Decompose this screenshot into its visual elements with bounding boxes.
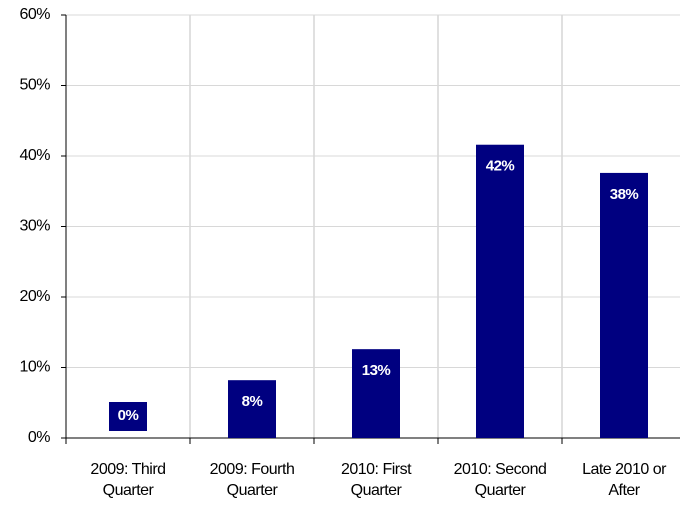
y-tick-label: 60% <box>19 6 50 23</box>
x-tick-label: Quarter <box>475 482 527 499</box>
bar <box>228 380 276 438</box>
value-label: 0% <box>118 407 139 424</box>
value-label-box <box>109 402 147 431</box>
bar <box>600 172 648 439</box>
y-tick-label: 10% <box>19 359 50 376</box>
bar <box>352 349 400 438</box>
value-label: 8% <box>242 393 263 410</box>
y-tick-label: 50% <box>19 77 50 94</box>
x-tick-label: Quarter <box>351 482 403 499</box>
y-tick-label: 20% <box>19 288 50 305</box>
x-tick-label: After <box>608 482 640 499</box>
y-tick-label: 0% <box>28 429 50 446</box>
y-tick-label: 30% <box>19 218 50 235</box>
x-tick-label: 2009: Fourth <box>210 461 295 478</box>
x-tick-label: 2010: First <box>341 461 412 478</box>
value-label: 42% <box>486 158 515 175</box>
y-tick-label: 40% <box>19 147 50 164</box>
value-label: 38% <box>610 186 639 203</box>
x-tick-label: Quarter <box>227 482 279 499</box>
x-tick-label: Late 2010 or <box>582 461 667 478</box>
x-tick-label: Quarter <box>103 482 155 499</box>
bar <box>476 144 524 438</box>
x-tick-label: 2009: Third <box>90 461 165 478</box>
x-tick-label: 2010: Second <box>454 461 547 478</box>
value-label: 13% <box>362 362 391 379</box>
